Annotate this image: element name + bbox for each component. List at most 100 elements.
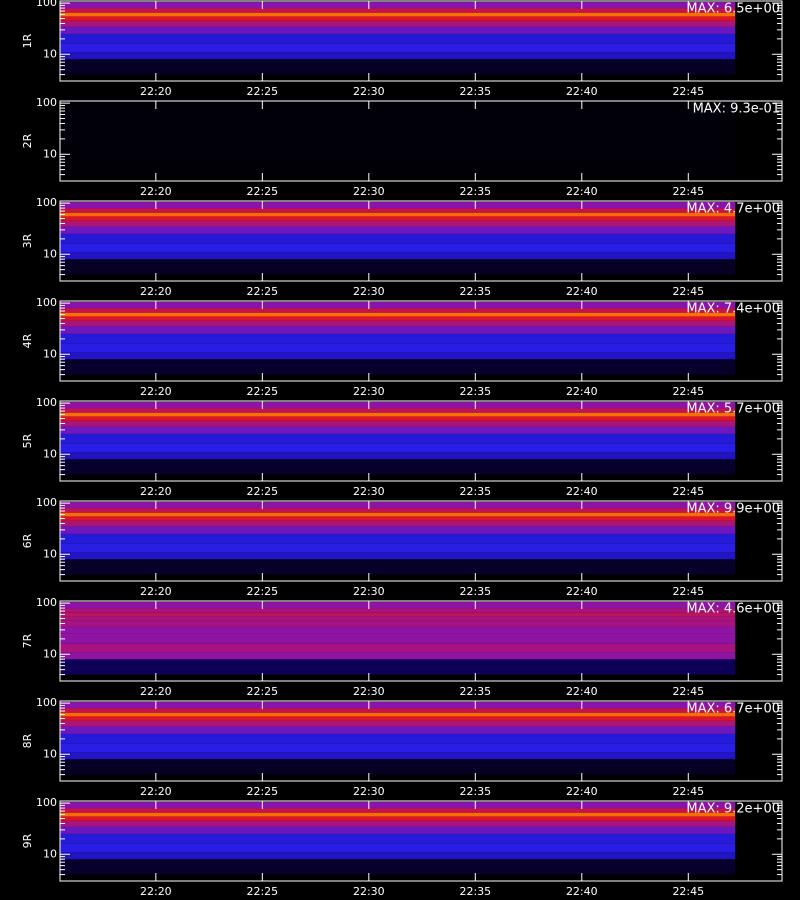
spectrogram-band bbox=[60, 143, 736, 153]
spectrogram-band bbox=[60, 320, 736, 327]
spectrogram-band bbox=[60, 612, 736, 617]
spectrogram-band bbox=[60, 759, 736, 775]
y-tick-label: 10 bbox=[43, 647, 57, 660]
spectrogram-band bbox=[60, 133, 736, 144]
spectrogram-band bbox=[60, 233, 736, 244]
plot-frame bbox=[59, 200, 783, 282]
spectrogram-band bbox=[60, 812, 736, 817]
x-tick-label: 22:45 bbox=[672, 785, 704, 798]
plot-frame bbox=[59, 100, 783, 182]
x-tick-label: 22:30 bbox=[353, 385, 385, 398]
max-label: MAX: 7.4e+00 bbox=[686, 302, 780, 317]
spectrogram-band bbox=[60, 620, 736, 627]
spectrogram-band bbox=[60, 102, 736, 109]
x-tick-label: 22:40 bbox=[566, 885, 598, 898]
y-tick-label: 10 bbox=[43, 247, 57, 260]
y-tick-label: 100 bbox=[36, 796, 57, 809]
y-axis-label: 2R bbox=[21, 133, 34, 148]
x-tick-label: 22:30 bbox=[353, 685, 385, 698]
x-tick-label: 22:30 bbox=[353, 885, 385, 898]
x-tick-label: 22:40 bbox=[566, 385, 598, 398]
spectrogram-band bbox=[60, 712, 736, 717]
x-tick-label: 22:30 bbox=[353, 185, 385, 198]
spectrogram-band bbox=[60, 20, 736, 27]
max-label: MAX: 4.7e+00 bbox=[686, 202, 780, 217]
x-tick-label: 22:45 bbox=[672, 185, 704, 198]
x-tick-label: 22:40 bbox=[566, 685, 598, 698]
spectrogram-band bbox=[60, 202, 736, 209]
y-tick-label: 10 bbox=[43, 347, 57, 360]
spectrogram-band bbox=[60, 833, 736, 844]
plot-frame bbox=[59, 500, 783, 582]
x-tick-label: 22:25 bbox=[246, 185, 278, 198]
x-tick-label: 22:35 bbox=[459, 85, 491, 98]
spectrogram-band bbox=[60, 26, 736, 34]
x-tick-label: 22:40 bbox=[566, 485, 598, 498]
max-label: MAX: 6.7e+00 bbox=[686, 702, 780, 717]
spectrogram-band bbox=[60, 859, 736, 875]
spectrogram-band bbox=[60, 433, 736, 444]
y-tick-label: 100 bbox=[36, 396, 57, 409]
spectrogram-band bbox=[60, 608, 736, 613]
spectrogram-band bbox=[60, 220, 736, 227]
y-axis-label: 5R bbox=[21, 433, 34, 448]
y-axis-label: 3R bbox=[21, 233, 34, 248]
plot-frame bbox=[59, 300, 783, 382]
x-tick-label: 22:30 bbox=[353, 785, 385, 798]
x-tick-label: 22:20 bbox=[140, 585, 172, 598]
y-tick-label: 100 bbox=[36, 96, 57, 109]
y-tick-label: 100 bbox=[36, 596, 57, 609]
spectrogram-band bbox=[60, 533, 736, 544]
x-tick-label: 22:40 bbox=[566, 85, 598, 98]
x-tick-label: 22:35 bbox=[459, 685, 491, 698]
spectrogram-band bbox=[60, 552, 736, 560]
x-tick-label: 22:20 bbox=[140, 85, 172, 98]
spectrogram-band bbox=[60, 743, 736, 753]
x-tick-label: 22:20 bbox=[140, 485, 172, 498]
x-tick-label: 22:20 bbox=[140, 885, 172, 898]
y-tick-label: 10 bbox=[43, 47, 57, 60]
spectrogram-band bbox=[60, 808, 736, 813]
spectrogram-band bbox=[60, 259, 736, 275]
spectrogram-band bbox=[60, 308, 736, 313]
x-tick-label: 22:25 bbox=[246, 585, 278, 598]
spectrogram-band bbox=[60, 226, 736, 234]
spectrogram-band bbox=[60, 326, 736, 334]
x-tick-label: 22:25 bbox=[246, 285, 278, 298]
y-tick-label: 100 bbox=[36, 296, 57, 309]
spectrogram-band bbox=[60, 359, 736, 375]
spectrogram-band bbox=[60, 643, 736, 653]
y-axis-label: 7R bbox=[21, 633, 34, 648]
plot-frame bbox=[59, 0, 783, 82]
y-tick-label: 10 bbox=[43, 847, 57, 860]
spectrogram-band bbox=[60, 826, 736, 834]
spectrogram-band bbox=[60, 726, 736, 734]
spectrogram-band bbox=[60, 33, 736, 44]
spectrogram-band bbox=[60, 52, 736, 60]
spectrogram-band bbox=[60, 516, 736, 521]
y-tick-label: 100 bbox=[36, 496, 57, 509]
x-tick-label: 22:30 bbox=[353, 85, 385, 98]
x-tick-label: 22:30 bbox=[353, 285, 385, 298]
y-axis-label: 4R bbox=[21, 333, 34, 348]
x-tick-label: 22:20 bbox=[140, 785, 172, 798]
spectrogram-band bbox=[60, 502, 736, 509]
x-tick-label: 22:45 bbox=[672, 585, 704, 598]
x-tick-label: 22:35 bbox=[459, 585, 491, 598]
x-tick-label: 22:40 bbox=[566, 585, 598, 598]
spectrogram-band bbox=[60, 452, 736, 460]
x-tick-label: 22:35 bbox=[459, 785, 491, 798]
y-tick-label: 100 bbox=[36, 696, 57, 709]
spectrogram-band bbox=[60, 559, 736, 575]
x-tick-label: 22:35 bbox=[459, 385, 491, 398]
spectrogram-band bbox=[60, 508, 736, 513]
spectrogram-band bbox=[60, 408, 736, 413]
spectrogram-band bbox=[60, 216, 736, 221]
spectrogram-band bbox=[60, 159, 736, 175]
max-label: MAX: 4.6e+00 bbox=[686, 602, 780, 617]
spectrogram-band bbox=[60, 708, 736, 713]
y-axis-label: 6R bbox=[21, 533, 34, 548]
y-tick-label: 10 bbox=[43, 547, 57, 560]
spectrogram-band bbox=[60, 252, 736, 260]
